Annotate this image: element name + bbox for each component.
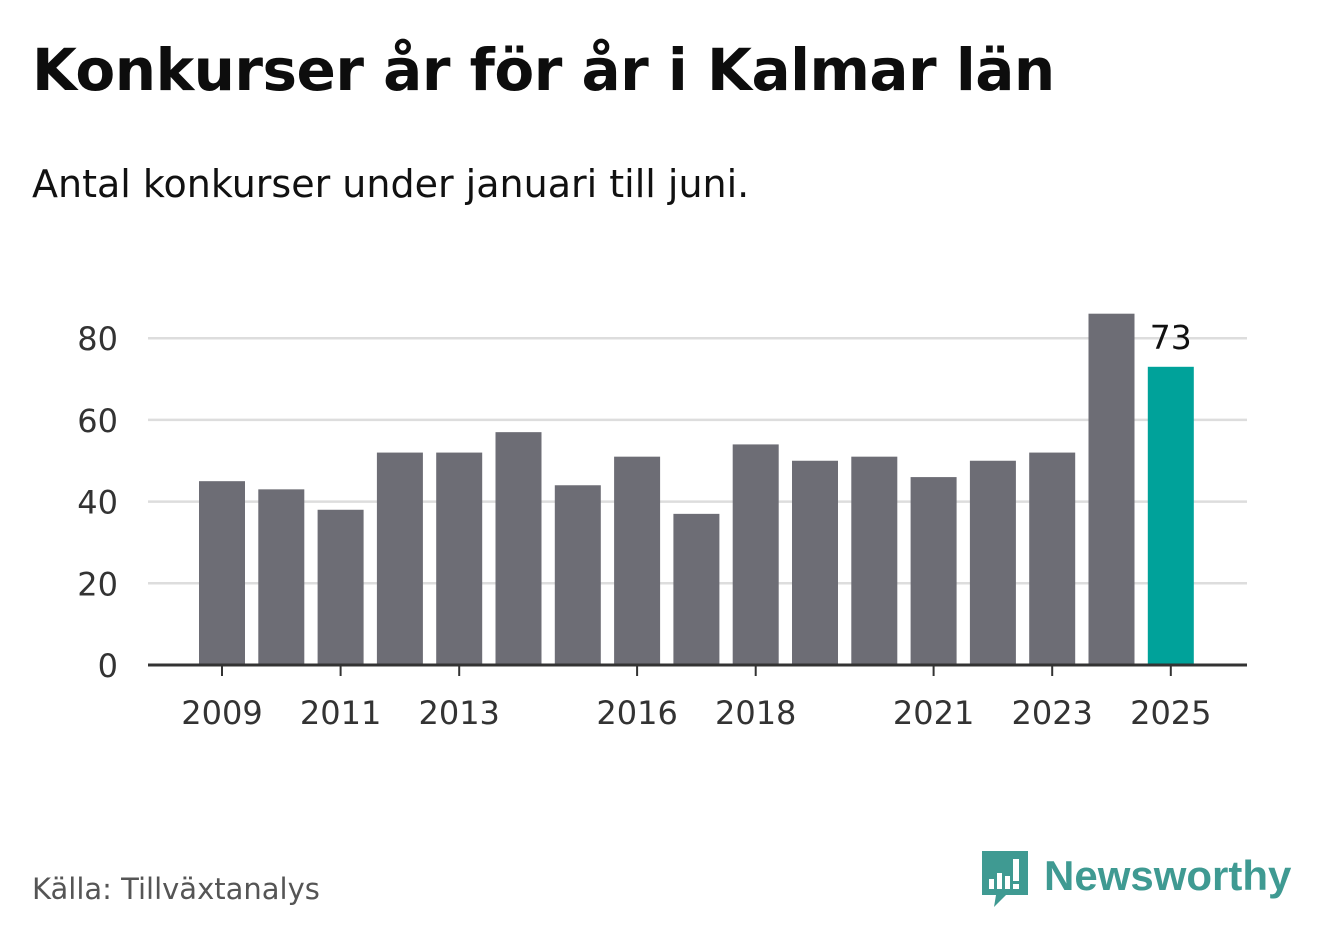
bar-2017	[673, 513, 720, 665]
highlight-value-label: 73	[1150, 318, 1192, 357]
source-note: Källa: Tillväxtanalys	[32, 872, 320, 906]
bar-2022	[969, 460, 1016, 665]
bar-2010	[258, 489, 305, 665]
brand-logo: Newsworthy	[980, 848, 1291, 910]
bar-2019	[792, 460, 838, 665]
x-axis-ticks: 2009 2011 2013 2016 2018 2021 2023 2025	[181, 665, 1212, 732]
bar-2025	[1147, 366, 1194, 665]
y-tick-label: 80	[77, 320, 118, 358]
brand-name: Newsworthy	[1044, 852, 1292, 899]
bar-2021	[910, 477, 957, 665]
y-tick-label: 60	[77, 402, 118, 440]
bar-2012	[376, 452, 423, 665]
bar-2011	[317, 509, 364, 665]
x-tick-label: 2021	[893, 694, 974, 732]
bar-2015	[554, 485, 601, 665]
bars	[199, 313, 1194, 665]
x-tick-label: 2025	[1130, 694, 1211, 732]
x-tick-label: 2011	[300, 694, 381, 732]
newsworthy-logo-icon	[982, 851, 1028, 907]
x-tick-label: 2023	[1011, 694, 1092, 732]
y-axis-ticks: 0 20 40 60 80	[77, 320, 118, 685]
bar-2024	[1088, 313, 1135, 665]
y-tick-label: 20	[77, 565, 118, 603]
bar-2018	[732, 444, 779, 665]
x-tick-label: 2013	[418, 694, 499, 732]
x-tick-label: 2018	[715, 694, 796, 732]
x-tick-label: 2009	[181, 694, 262, 732]
bar-2014	[495, 432, 542, 665]
bar-2023	[1029, 452, 1076, 665]
y-tick-label: 40	[77, 484, 118, 522]
bar-2020	[851, 456, 898, 665]
bar-2009	[199, 481, 245, 665]
x-tick-label: 2016	[596, 694, 677, 732]
chart-subtitle: Antal konkurser under januari till juni.	[32, 162, 750, 206]
chart-title: Konkurser år för år i Kalmar län	[32, 36, 1055, 104]
y-tick-label: 0	[98, 647, 118, 685]
bar-2013	[436, 452, 483, 665]
bar-2016	[614, 456, 661, 665]
